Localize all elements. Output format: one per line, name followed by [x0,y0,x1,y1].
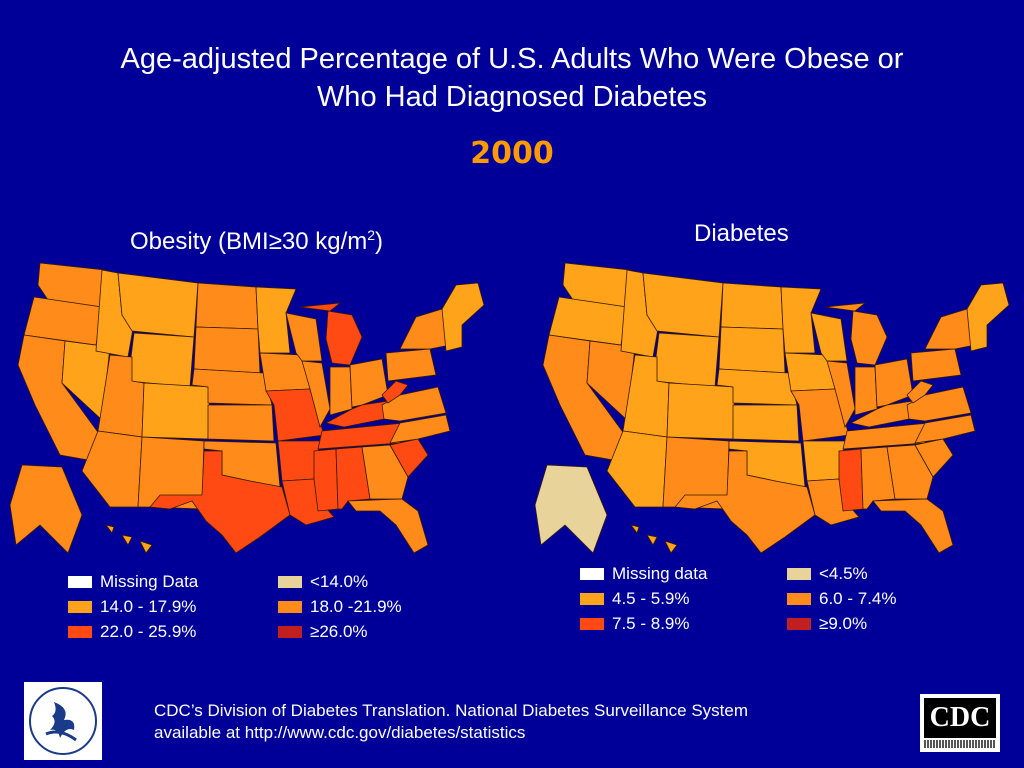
obesity-state-in [329,366,353,416]
diabetes-state-in [854,366,878,416]
hhs-logo [24,682,102,760]
diabetes-legend-label: 6.0 - 7.4% [819,589,897,608]
diabetes-map [535,262,1010,554]
diabetes-state-ga [886,444,934,500]
obesity-state-wy [127,332,195,388]
source-footer: CDC’s Division of Diabetes Translation. … [154,700,884,744]
obesity-state-mo [265,388,325,442]
obesity-legend-label: <14.0% [310,572,369,591]
obesity-title-end: ) [375,228,384,255]
obesity-state-ak [10,464,83,554]
obesity-title-superscript: 2 [367,227,376,243]
obesity-legend-label: 18.0 -21.9% [310,597,402,616]
obesity-state-ga [361,444,409,500]
diabetes-map-title: Diabetes [694,220,789,247]
diabetes-legend-swatch [787,568,811,580]
footer-line2: available at http://www.cdc.gov/diabetes… [154,723,526,742]
obesity-legend-label: ≥26.0% [310,622,368,641]
diabetes-legend-swatch [580,593,604,605]
diabetes-state-wy [652,332,720,388]
obesity-state-fl [347,498,429,554]
diabetes-state-mn [780,286,822,354]
diabetes-state-sc [914,438,954,478]
diabetes-legend-label: 4.5 - 5.9% [612,589,690,608]
obesity-title-main: Obesity (BMI≥30 kg/m [130,228,368,255]
obesity-state-pa [385,348,437,382]
diabetes-legend-label: <4.5% [819,564,868,583]
diabetes-state-ne-region [966,282,1010,352]
diabetes-state-pa [910,348,962,382]
diabetes-legend-label: ≥9.0% [819,614,868,633]
slide-title: Age-adjusted Percentage of U.S. Adults W… [0,40,1024,116]
diabetes-legend-swatch [787,593,811,605]
obesity-legend-label: Missing Data [100,572,199,591]
obesity-map [10,262,485,554]
obesity-state-tx [149,450,291,554]
obesity-state-ne-region [441,282,485,352]
obesity-state-nc [389,414,451,444]
obesity-state-nd [195,282,259,330]
diabetes-state-sd [718,326,786,374]
diabetes-state-nd [720,282,784,330]
obesity-state-ms [313,448,339,512]
obesity-legend-swatch [278,626,302,638]
diabetes-state-ak [535,464,608,554]
obesity-state-il [301,360,331,429]
diabetes-state-ms [838,448,864,512]
obesity-state-az [81,430,143,508]
diabetes-state-nm [662,436,730,510]
obesity-state-co [141,382,211,440]
diabetes-legend-swatch [580,568,604,580]
diabetes-legend-label: 7.5 - 8.9% [612,614,690,633]
diabetes-state-il [826,360,856,429]
obesity-legend-swatch [68,576,92,588]
obesity-state-sc [389,438,429,478]
diabetes-state-fl [872,498,954,554]
slide-title-line1: Age-adjusted Percentage of U.S. Adults W… [120,43,904,75]
diabetes-state-wv [906,380,934,404]
footer-line1: CDC’s Division of Diabetes Translation. … [154,701,749,720]
diabetes-state-mo [790,388,850,442]
obesity-map-title: Obesity (BMI≥30 kg/m2) [130,220,383,257]
obesity-state-oh [349,358,389,408]
cdc-logo: CDC [920,694,1000,752]
diabetes-legend-label: Missing data [612,564,708,583]
slide-title-line2: Who Had Diagnosed Diabetes [316,81,708,113]
obesity-state-mn [255,286,297,354]
diabetes-state-ks [732,404,800,442]
cdc-logo-text: CDC [924,698,996,738]
obesity-state-ks [207,404,275,442]
obesity-state-nm [137,436,205,510]
diabetes-state-co [666,382,736,440]
obesity-legend-label: 14.0 - 17.9% [100,597,197,616]
diabetes-state-mt [642,272,724,338]
diabetes-legend-swatch [580,618,604,630]
obesity-legend-swatch [278,601,302,613]
diabetes-state-tx [674,450,816,554]
obesity-state-mt [117,272,199,338]
cdc-logo-subtext [924,740,996,748]
obesity-legend-label: 22.0 - 25.9% [100,622,197,641]
diabetes-state-oh [874,358,914,408]
diabetes-state-az [606,430,668,508]
obesity-state-hi [105,524,153,554]
obesity-state-wi [285,312,323,362]
diabetes-legend-swatch [787,618,811,630]
obesity-state-wv [381,380,409,404]
year-label: 2000 [470,136,554,171]
obesity-legend-swatch [68,626,92,638]
diabetes-state-nc [914,414,976,444]
obesity-state-sd [193,326,261,374]
diabetes-state-hi [630,524,678,554]
hhs-eagle-icon [29,687,97,755]
diabetes-state-wi [810,312,848,362]
obesity-legend-swatch [278,576,302,588]
obesity-legend-swatch [68,601,92,613]
